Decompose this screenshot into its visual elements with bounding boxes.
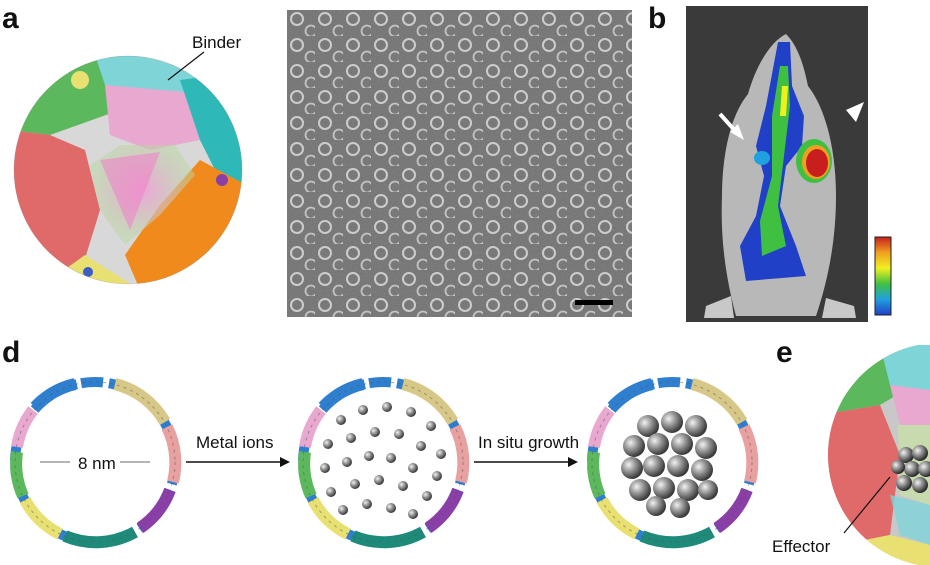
binder-pointer-line [167,51,205,81]
subunit-yellow [50,255,140,284]
cage-with-effector [828,345,930,565]
subunit-gray [14,240,50,284]
cage-with-nanoparticle [579,370,764,555]
effector-pointer-line [843,476,891,534]
signal-hotspot [806,149,828,177]
mouse-fluorescence-image [686,6,868,322]
binder-label: Binder [192,33,242,52]
diameter-label: 8 nm [76,454,118,473]
binder-label-wrap: Binder [192,34,241,53]
panel-label-c-partial [918,2,930,26]
panel-label-a: a [2,2,19,35]
effector-label: Effector [770,537,833,556]
panel-label-e: e [776,336,793,369]
protein-cage-surface [13,55,243,285]
panel-label-d: d [2,336,21,369]
heat-scale-bar [874,236,892,316]
scale-bar [575,300,613,305]
arrowhead-icon [846,102,864,122]
in-situ-growth-label: In situ growth [478,433,580,452]
subunit-pink [105,85,200,150]
tem-micrograph [287,10,632,317]
panel-label-b: b [648,2,667,35]
cage-with-metal-ions [290,370,475,555]
nanoparticle-growth-scheme [0,370,780,565]
metal-ions-label: Metal ions [196,433,274,452]
